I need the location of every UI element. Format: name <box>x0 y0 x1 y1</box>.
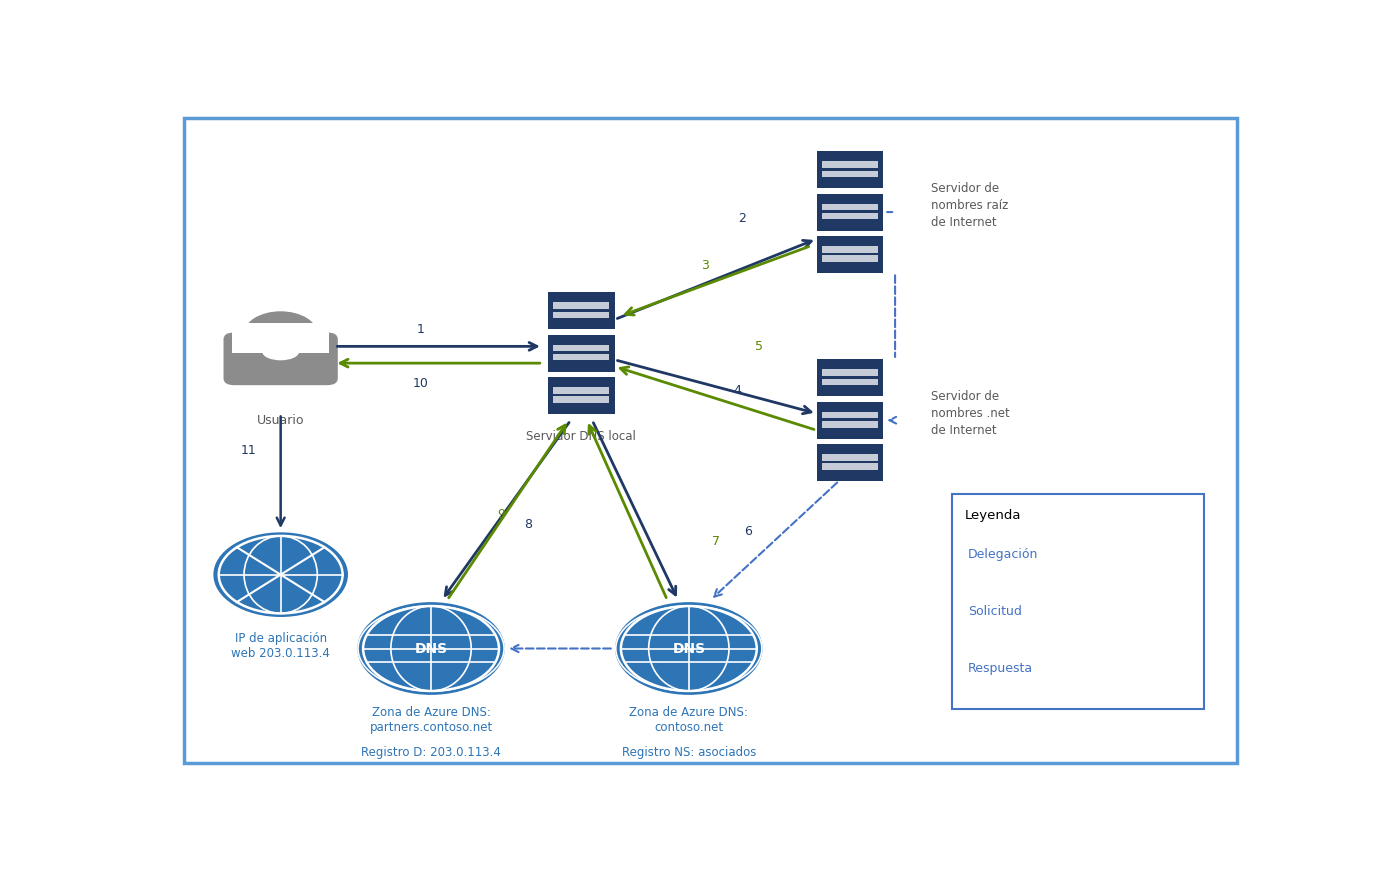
Text: IP de aplicación
web 203.0.113.4: IP de aplicación web 203.0.113.4 <box>231 631 330 660</box>
Bar <box>822 412 877 419</box>
Text: Servidor de
nombres .net
de Internet: Servidor de nombres .net de Internet <box>930 390 1009 437</box>
Text: 1: 1 <box>416 323 424 336</box>
Circle shape <box>213 533 348 617</box>
Text: Usuario: Usuario <box>256 413 305 426</box>
Text: DNS: DNS <box>672 642 705 656</box>
FancyBboxPatch shape <box>547 335 615 371</box>
FancyBboxPatch shape <box>816 152 883 188</box>
FancyBboxPatch shape <box>816 444 883 481</box>
Bar <box>822 421 877 427</box>
Text: Servidor de
nombres raíz
de Internet: Servidor de nombres raíz de Internet <box>930 182 1008 228</box>
Bar <box>553 354 610 360</box>
Text: 11: 11 <box>241 444 256 457</box>
FancyBboxPatch shape <box>816 359 883 397</box>
Text: 7: 7 <box>711 535 719 548</box>
Text: Respuesta: Respuesta <box>969 662 1033 675</box>
Bar <box>553 311 610 318</box>
Text: Solicitud: Solicitud <box>969 605 1021 618</box>
Ellipse shape <box>262 344 299 360</box>
Text: 6: 6 <box>744 524 751 537</box>
Bar <box>553 387 610 393</box>
Text: Registro NS: asociados: Registro NS: asociados <box>622 746 755 759</box>
Text: 10: 10 <box>413 377 428 390</box>
Text: Leyenda: Leyenda <box>965 509 1021 521</box>
Bar <box>822 246 877 253</box>
Bar <box>822 203 877 210</box>
Bar <box>822 171 877 177</box>
FancyBboxPatch shape <box>223 332 338 385</box>
Bar <box>822 463 877 470</box>
Text: 8: 8 <box>524 518 532 531</box>
Text: 5: 5 <box>754 340 762 353</box>
FancyBboxPatch shape <box>816 236 883 273</box>
Text: Delegación: Delegación <box>969 548 1038 561</box>
Bar <box>822 378 877 385</box>
Text: Zona de Azure DNS:
contoso.net: Zona de Azure DNS: contoso.net <box>629 705 748 733</box>
FancyBboxPatch shape <box>816 402 883 439</box>
Bar <box>822 161 877 168</box>
FancyBboxPatch shape <box>952 494 1204 709</box>
Circle shape <box>615 603 762 694</box>
Bar <box>822 370 877 376</box>
FancyBboxPatch shape <box>547 292 615 330</box>
Bar <box>822 213 877 220</box>
Circle shape <box>358 603 505 694</box>
Bar <box>553 396 610 403</box>
Text: Servidor DNS local: Servidor DNS local <box>527 430 636 443</box>
Bar <box>822 454 877 460</box>
Circle shape <box>244 312 317 358</box>
Text: 3: 3 <box>701 259 708 272</box>
Text: DNS: DNS <box>414 642 448 656</box>
Text: 2: 2 <box>739 212 747 225</box>
FancyBboxPatch shape <box>547 377 615 414</box>
Bar <box>553 344 610 351</box>
Text: 9: 9 <box>498 508 505 521</box>
Text: 4: 4 <box>733 384 742 397</box>
Text: Registro D: 203.0.113.4: Registro D: 203.0.113.4 <box>362 746 500 759</box>
Text: Zona de Azure DNS:
partners.contoso.net: Zona de Azure DNS: partners.contoso.net <box>370 705 492 733</box>
FancyBboxPatch shape <box>233 323 328 353</box>
FancyBboxPatch shape <box>816 194 883 230</box>
Bar <box>822 255 877 262</box>
Bar <box>553 303 610 309</box>
FancyBboxPatch shape <box>184 118 1236 763</box>
